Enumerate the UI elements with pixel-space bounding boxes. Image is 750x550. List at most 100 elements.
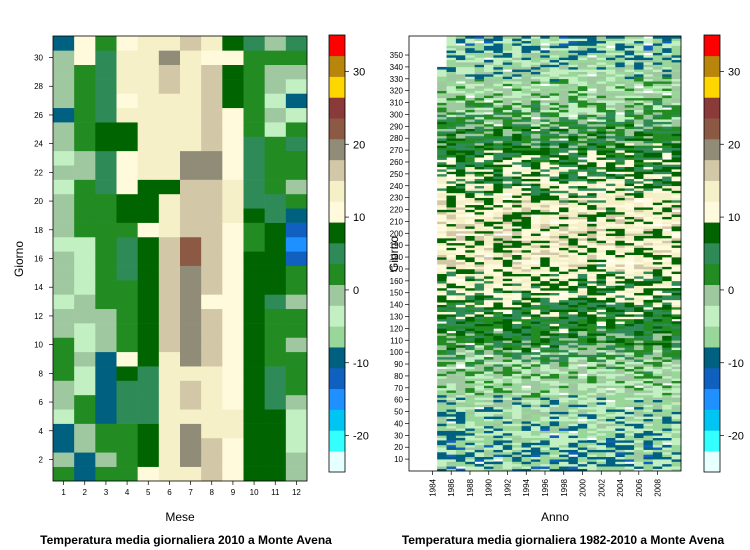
heatmap-cell xyxy=(437,197,447,201)
legend-swatch xyxy=(329,76,345,98)
heatmap-cell xyxy=(596,47,607,51)
heatmap-cell xyxy=(137,136,160,152)
heatmap-cell xyxy=(596,366,607,370)
heatmap-cell xyxy=(446,47,457,51)
heatmap-cell xyxy=(437,85,447,89)
heatmap-cell xyxy=(662,85,672,89)
heatmap-cell xyxy=(615,240,626,244)
heatmap-cell xyxy=(53,280,75,295)
heatmap-cell xyxy=(615,90,626,94)
heatmap-cell xyxy=(512,192,522,196)
heatmap-cell xyxy=(493,430,504,434)
heatmap-cell xyxy=(446,59,457,63)
heatmap-cell xyxy=(549,150,560,153)
heatmap-cell xyxy=(634,204,644,208)
heatmap-cell xyxy=(596,76,607,80)
heatmap-cell xyxy=(437,428,447,431)
heatmap-cell xyxy=(662,468,672,472)
heatmap-cell xyxy=(493,221,504,225)
heatmap-cell xyxy=(540,81,550,84)
heatmap-cell xyxy=(512,359,522,362)
heatmap-cell xyxy=(615,461,626,465)
heatmap-cell xyxy=(474,81,485,84)
heatmap-cell xyxy=(512,178,522,182)
heatmap-cell xyxy=(624,66,635,70)
heatmap-cell xyxy=(502,214,513,217)
heatmap-cell xyxy=(521,333,532,336)
heatmap-cell xyxy=(559,242,569,246)
heatmap-cell xyxy=(455,161,466,165)
heatmap-cell xyxy=(502,264,513,267)
heatmap-cell xyxy=(455,133,466,137)
heatmap-cell xyxy=(643,375,654,379)
heatmap-cell xyxy=(587,364,597,367)
heatmap-cell xyxy=(568,276,579,279)
heatmap-cell xyxy=(643,185,654,189)
heatmap-cell xyxy=(474,402,485,405)
heatmap-cell xyxy=(502,140,513,144)
heatmap-cell xyxy=(568,128,579,132)
heatmap-cell xyxy=(596,285,607,289)
heatmap-cell xyxy=(530,109,541,113)
heatmap-cell xyxy=(652,276,663,279)
heatmap-cell xyxy=(662,271,672,275)
heatmap-cell xyxy=(587,449,597,453)
heatmap-cell xyxy=(634,214,644,217)
heatmap-cell xyxy=(615,181,626,184)
heatmap-cell xyxy=(615,173,626,177)
heatmap-cell xyxy=(455,292,466,296)
heatmap-cell xyxy=(484,366,494,370)
heatmap-cell xyxy=(530,171,541,175)
heatmap-cell xyxy=(437,185,447,189)
heatmap-cell xyxy=(222,193,244,209)
heatmap-cell xyxy=(549,97,560,101)
heatmap-cell xyxy=(615,202,626,206)
heatmap-cell xyxy=(605,413,616,417)
heatmap-cell xyxy=(643,240,654,244)
heatmap-cell xyxy=(540,181,550,184)
heatmap-cell xyxy=(568,259,579,263)
heatmap-cell xyxy=(652,83,663,87)
heatmap-cell xyxy=(596,230,607,234)
heatmap-cell xyxy=(577,430,588,434)
heatmap-cell xyxy=(474,347,485,351)
heatmap-cell xyxy=(671,366,682,370)
legend-tick-label: 0 xyxy=(353,285,359,297)
heatmap-cell xyxy=(587,466,597,469)
heatmap-cell xyxy=(530,295,541,298)
heatmap-cell xyxy=(605,380,616,384)
heatmap-cell xyxy=(596,416,607,420)
heatmap-cell xyxy=(521,181,532,184)
heatmap-cell xyxy=(465,128,475,132)
heatmap-cell xyxy=(596,394,607,398)
heatmap-cell xyxy=(502,463,513,467)
heatmap-cell xyxy=(559,133,569,137)
heatmap-cell xyxy=(446,347,457,351)
heatmap-cell xyxy=(559,380,569,384)
heatmap-cell xyxy=(484,47,494,51)
heatmap-cell xyxy=(484,164,494,168)
heatmap-cell xyxy=(493,192,504,196)
heatmap-cell xyxy=(437,347,447,351)
heatmap-cell xyxy=(559,104,569,108)
heatmap-cell xyxy=(634,178,644,182)
heatmap-cell xyxy=(652,219,663,222)
heatmap-cell xyxy=(662,304,672,308)
heatmap-cell xyxy=(559,173,569,177)
heatmap-cell xyxy=(652,93,663,96)
heatmap-cell xyxy=(437,295,447,298)
heatmap-cell xyxy=(559,428,569,431)
heatmap-cell xyxy=(512,214,522,217)
heatmap-cell xyxy=(605,406,616,410)
heatmap-cell xyxy=(484,340,494,343)
heatmap-cell xyxy=(243,280,265,295)
heatmap-cell xyxy=(652,164,663,168)
heatmap-cell xyxy=(596,183,607,187)
heatmap-cell xyxy=(530,36,541,39)
heatmap-cell xyxy=(437,181,447,184)
heatmap-cell xyxy=(540,428,550,431)
heatmap-cell xyxy=(446,264,457,267)
heatmap-cell xyxy=(493,74,504,77)
heatmap-cell xyxy=(615,451,626,455)
heatmap-cell xyxy=(605,97,616,101)
